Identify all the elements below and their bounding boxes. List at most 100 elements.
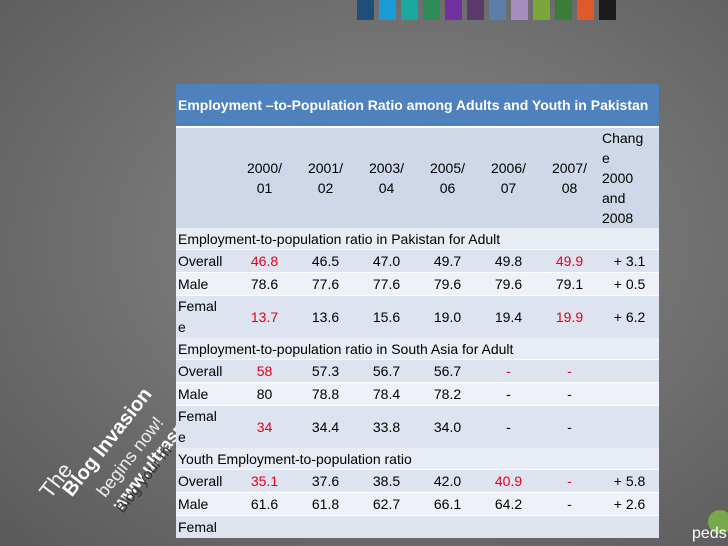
color-swatch [489,0,506,20]
table-title-row: Employment –to-Population Ratio among Ad… [176,84,660,128]
table-row: Femal [176,515,660,538]
table-cell: - [539,359,600,383]
color-swatch [467,0,484,20]
table-cell: 49.7 [417,249,478,273]
table-cell: 77.6 [295,272,356,296]
table-cell: 56.7 [356,359,417,383]
table-cell: 19.4 [478,295,539,338]
table-cell: 46.8 [234,249,295,273]
table-cell [295,515,356,538]
row-label: Femal [176,515,234,538]
section-title: Employment-to-population ratio in South … [176,338,660,360]
table-cell: 78.8 [295,382,356,406]
table-row: Male 80 78.8 78.4 78.2- - [176,382,660,406]
change-cell [600,359,660,383]
table-cell: - [539,492,600,516]
table-cell [417,515,478,538]
header-cell-2001-02: 2001/02 [295,127,356,228]
color-swatch [401,0,418,20]
watermark-line-2: Blog Invasion [58,384,156,501]
color-swatch [577,0,594,20]
header-cell-change: Chang e 2000 and 2008 [600,127,660,228]
table-cell: 42.0 [417,469,478,493]
table-cell: 19.0 [417,295,478,338]
table-cell: 62.7 [356,492,417,516]
watermark-line-3: begins now! [92,413,167,501]
color-swatch [511,0,528,20]
table-cell: 49.9 [539,249,600,273]
color-swatch [357,0,374,20]
change-cell [600,405,660,448]
color-swatch [533,0,550,20]
table-cell: 34.4 [295,405,356,448]
table-cell: - [539,469,600,493]
peds-logo: peds [692,510,728,542]
table-cell: 35.1 [234,469,295,493]
table-cell: 47.0 [356,249,417,273]
table-cell: 13.6 [295,295,356,338]
table-header-row: 2000/01 2001/02 2003/04 2005/06 2006/07 … [176,127,660,228]
table-cell: 57.3 [295,359,356,383]
table-cell: 61.8 [295,492,356,516]
table-cell: 79.6 [417,272,478,296]
table-cell: 19.9 [539,295,600,338]
row-label: Male [176,272,234,296]
header-cell-2003-04: 2003/04 [356,127,417,228]
table-cell [356,515,417,538]
table-row: Overall 58 57.3 56.7 56.7- - [176,359,660,383]
color-swatch [379,0,396,20]
table-cell: 15.6 [356,295,417,338]
table-row: Femal e 34 34.4 33.8 34.0- - [176,405,660,448]
table-title: Employment –to-Population Ratio among Ad… [176,84,660,128]
change-cell [600,382,660,406]
change-cell: + 3.1 [600,249,660,273]
table-cell: 46.5 [295,249,356,273]
table-cell: 78.2 [417,382,478,406]
section-title: Employment-to-population ratio in Pakist… [176,228,660,250]
table-cell: - [539,382,600,406]
header-cell-2000-01: 2000/01 [234,127,295,228]
header-cell-empty [176,127,234,228]
table-cell: 49.8 [478,249,539,273]
table-cell: 78.4 [356,382,417,406]
section-header-row: Employment-to-population ratio in Pakist… [176,228,660,250]
color-swatch [423,0,440,20]
table-cell [234,515,295,538]
table-cell: 34.0 [417,405,478,448]
header-cell-2007-08: 2007/08 [539,127,600,228]
table-cell: 38.5 [356,469,417,493]
table-cell: 79.6 [478,272,539,296]
row-label: Femal e [176,405,234,448]
color-swatch-bar [357,0,616,20]
row-label: Overall [176,249,234,273]
table-cell: 61.6 [234,492,295,516]
table-cell: - [478,405,539,448]
section-header-row: Youth Employment-to-population ratio [176,448,660,470]
table-row: Male 78.6 77.6 77.6 79.6 79.6 79.1 + 0.5 [176,272,660,296]
table-cell: 58 [234,359,295,383]
table-cell [478,515,539,538]
table-cell: 33.8 [356,405,417,448]
section-header-row: Employment-to-population ratio in South … [176,338,660,360]
color-swatch [555,0,572,20]
watermark-line-5: Blog your m [113,443,176,517]
change-cell: + 2.6 [600,492,660,516]
row-label: Male [176,382,234,406]
employment-ratio-table: Employment –to-Population Ratio among Ad… [176,84,660,538]
section-title: Youth Employment-to-population ratio [176,448,660,470]
table-cell: 40.9 [478,469,539,493]
change-cell: + 5.8 [600,469,660,493]
table-cell: 13.7 [234,295,295,338]
watermark-line-1: The [34,458,77,503]
row-label: Overall [176,359,234,383]
change-cell: + 0.5 [600,272,660,296]
table-cell: 78.6 [234,272,295,296]
table-cell [539,515,600,538]
table-cell: 37.6 [295,469,356,493]
table-cell: 79.1 [539,272,600,296]
table-row: Overall 35.1 37.6 38.5 42.0 40.9- + 5.8 [176,469,660,493]
table-cell: - [539,405,600,448]
table-row: Overall 46.8 46.5 47.0 49.7 49.8 49.9 + 3.1 [176,249,660,273]
change-cell: + 6.2 [600,295,660,338]
table-row: Male 61.6 61.8 62.7 66.1 64.2- + 2.6 [176,492,660,516]
